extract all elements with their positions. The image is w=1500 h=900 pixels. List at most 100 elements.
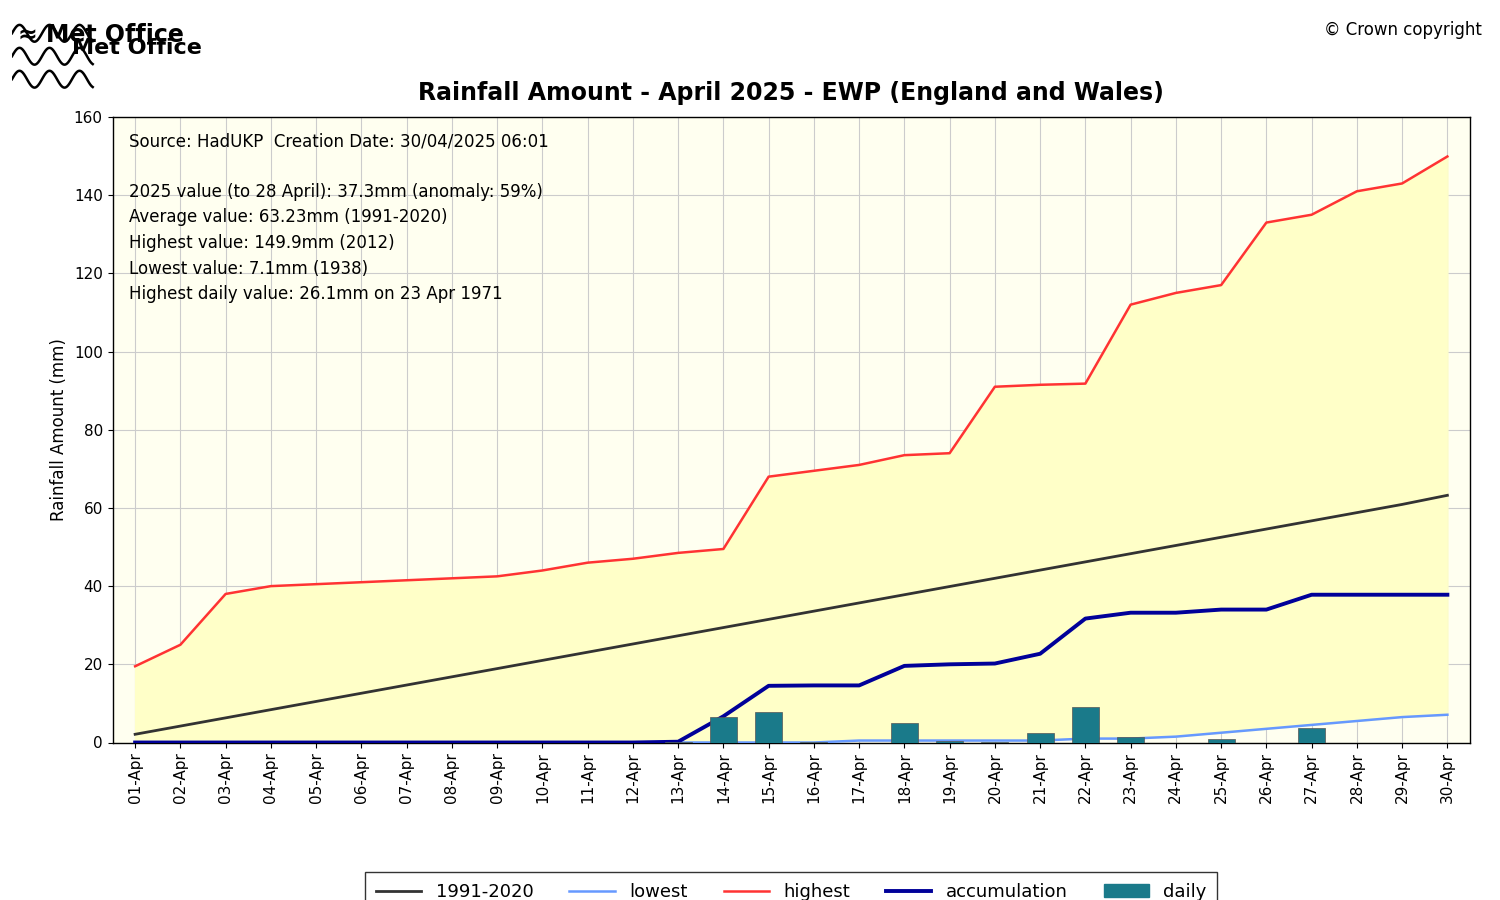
1991-2020 <box>850 598 868 608</box>
1991-2020 <box>442 671 460 682</box>
Text: Source: HadUKP  Creation Date: 30/04/2025 06:01: Source: HadUKP Creation Date: 30/04/2025… <box>129 132 549 150</box>
lowest <box>1348 716 1366 726</box>
highest <box>1077 378 1095 389</box>
Title: Rainfall Amount - April 2025 - EWP (England and Wales): Rainfall Amount - April 2025 - EWP (Engl… <box>419 81 1164 105</box>
Bar <box>936 741 963 742</box>
1991-2020 <box>1348 508 1366 518</box>
highest <box>714 544 732 554</box>
lowest <box>896 735 914 746</box>
Y-axis label: Rainfall Amount (mm): Rainfall Amount (mm) <box>50 338 68 521</box>
Bar <box>1298 727 1324 742</box>
1991-2020 <box>1167 540 1185 551</box>
highest <box>126 661 144 671</box>
accumulation <box>1257 604 1275 615</box>
lowest <box>579 737 597 748</box>
highest <box>579 557 597 568</box>
1991-2020 <box>1030 564 1048 575</box>
highest <box>806 465 824 476</box>
1991-2020 <box>352 688 370 698</box>
accumulation <box>1302 590 1320 600</box>
highest <box>1030 380 1048 391</box>
accumulation <box>1030 648 1048 659</box>
highest <box>669 547 687 558</box>
lowest <box>352 737 370 748</box>
highest <box>896 450 914 461</box>
lowest <box>534 737 552 748</box>
Bar <box>1026 733 1053 742</box>
1991-2020 <box>1302 516 1320 526</box>
accumulation <box>1438 590 1456 600</box>
accumulation <box>1077 613 1095 624</box>
lowest <box>1077 734 1095 744</box>
Bar <box>1208 740 1234 742</box>
highest <box>940 448 958 459</box>
highest <box>442 573 460 584</box>
highest <box>1348 186 1366 197</box>
highest <box>352 577 370 588</box>
lowest <box>1030 735 1048 746</box>
lowest <box>759 737 777 748</box>
Bar <box>1118 736 1144 742</box>
lowest <box>1257 724 1275 734</box>
Bar <box>1072 707 1100 742</box>
highest <box>1302 210 1320 220</box>
1991-2020 <box>534 655 552 666</box>
accumulation <box>940 659 958 670</box>
lowest <box>1122 734 1140 744</box>
Bar <box>891 723 918 742</box>
1991-2020 <box>669 630 687 641</box>
highest <box>986 382 1004 392</box>
Text: ≈ Met Office: ≈ Met Office <box>18 22 184 47</box>
accumulation <box>714 711 732 722</box>
lowest <box>126 737 144 748</box>
lowest <box>442 737 460 748</box>
highest <box>488 571 506 581</box>
Text: © Crown copyright: © Crown copyright <box>1324 21 1482 39</box>
lowest <box>714 737 732 748</box>
accumulation <box>759 680 777 691</box>
1991-2020 <box>488 663 506 674</box>
highest <box>534 565 552 576</box>
lowest <box>806 737 824 748</box>
1991-2020 <box>1122 548 1140 559</box>
1991-2020 <box>896 590 914 600</box>
1991-2020 <box>308 696 326 706</box>
accumulation <box>171 737 189 748</box>
highest <box>308 579 326 590</box>
accumulation <box>579 737 597 748</box>
1991-2020 <box>986 573 1004 584</box>
highest <box>1438 151 1456 162</box>
lowest <box>1302 719 1320 730</box>
1991-2020 <box>759 614 777 625</box>
accumulation <box>1348 590 1366 600</box>
lowest <box>940 735 958 746</box>
accumulation <box>806 680 824 691</box>
Line: lowest: lowest <box>135 715 1448 742</box>
highest <box>262 580 280 591</box>
Line: accumulation: accumulation <box>135 595 1448 742</box>
1991-2020 <box>126 729 144 740</box>
accumulation <box>1394 590 1411 600</box>
highest <box>624 554 642 564</box>
highest <box>1257 217 1275 228</box>
lowest <box>171 737 189 748</box>
1991-2020 <box>1077 556 1095 567</box>
Legend: 1991-2020, lowest, highest, accumulation, daily: 1991-2020, lowest, highest, accumulation… <box>364 872 1218 900</box>
Text: Met Office: Met Office <box>72 38 202 58</box>
accumulation <box>216 737 234 748</box>
1991-2020 <box>1257 524 1275 535</box>
highest <box>171 639 189 650</box>
lowest <box>669 737 687 748</box>
lowest <box>308 737 326 748</box>
lowest <box>986 735 1004 746</box>
accumulation <box>1167 608 1185 618</box>
accumulation <box>126 737 144 748</box>
1991-2020 <box>216 713 234 724</box>
accumulation <box>624 737 642 748</box>
highest <box>850 460 868 471</box>
1991-2020 <box>1394 499 1411 509</box>
1991-2020 <box>579 647 597 658</box>
highest <box>759 472 777 482</box>
lowest <box>1438 709 1456 720</box>
accumulation <box>669 736 687 747</box>
